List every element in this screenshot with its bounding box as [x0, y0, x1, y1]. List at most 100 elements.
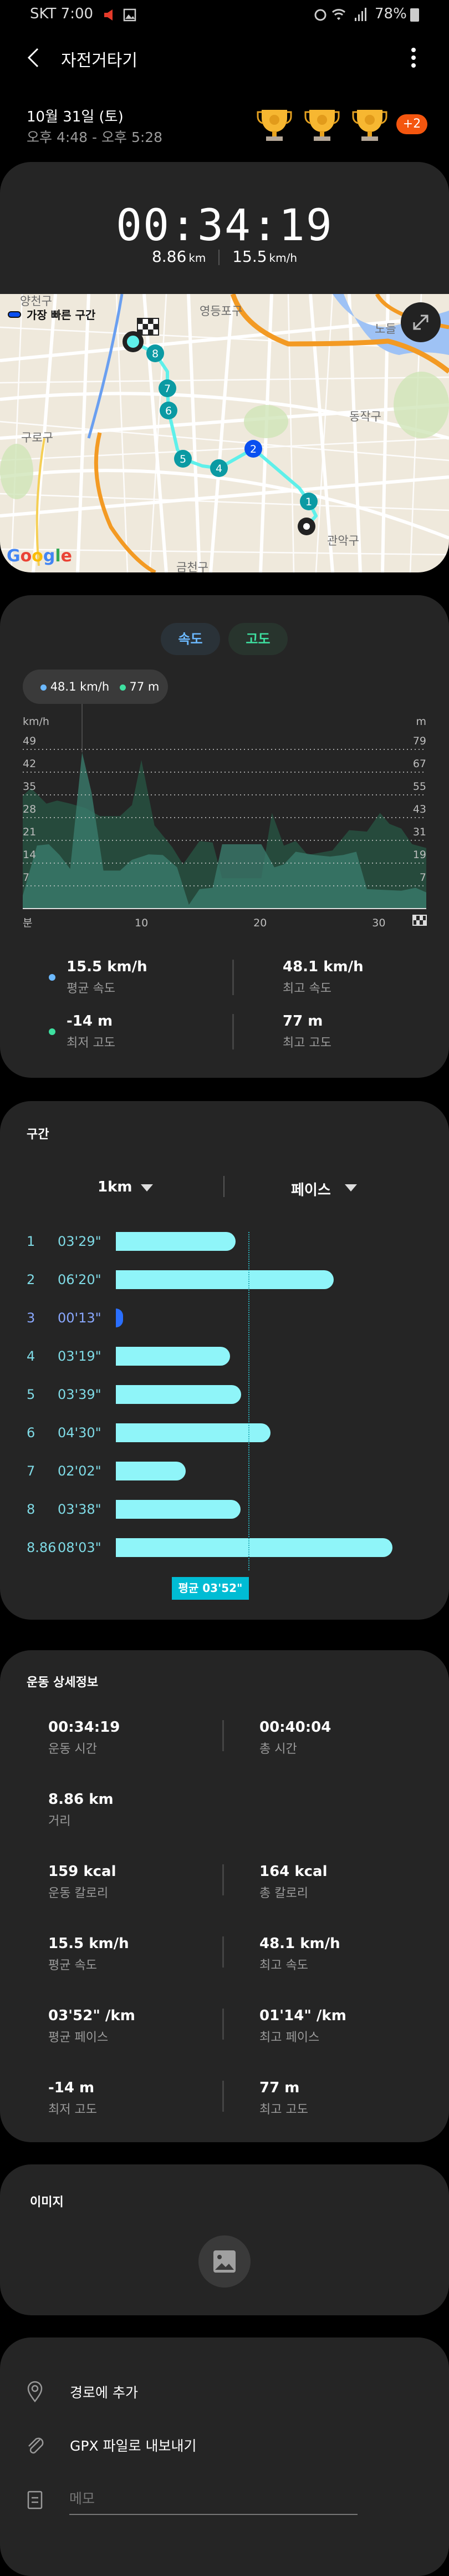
splits-card: 구간 1km 페이스 1 03'29" 2 06'20" 3 00'13" 4 03'19" 5…: [0, 1101, 449, 1620]
add-to-route-label: 경로에 추가: [70, 2385, 138, 2401]
x-tick: 30: [372, 917, 385, 929]
divider: [222, 1936, 224, 1968]
gallery-icon: [123, 8, 136, 22]
split-row[interactable]: 5 03'39": [0, 1385, 449, 1404]
chart-stat-label: 최저 고도: [67, 1036, 115, 1050]
split-row[interactable]: 3 00'13": [0, 1309, 449, 1327]
summary-distance: 8.86: [151, 247, 187, 266]
tab-speed-label: 속도: [178, 631, 203, 647]
divider: [232, 960, 234, 995]
split-bar: [116, 1538, 392, 1557]
export-gpx-button[interactable]: GPX 파일로 내보내기: [22, 2431, 366, 2460]
add-image-button[interactable]: [198, 2235, 251, 2288]
split-row[interactable]: 1 03'29": [0, 1232, 449, 1251]
route-marker-1[interactable]: 1: [300, 493, 318, 510]
road-trophy-icon[interactable]: [256, 107, 293, 143]
route-marker-7[interactable]: 7: [159, 379, 176, 397]
expand-map-button[interactable]: [401, 302, 441, 342]
split-bar: [116, 1385, 242, 1404]
wifi-icon: [331, 9, 346, 21]
detail-label: 평균 속도: [48, 1959, 97, 1972]
split-bar: [116, 1347, 230, 1366]
detail-label: 총 칼로리: [259, 1887, 308, 1900]
chart-stat-value: -14 m: [67, 1013, 113, 1030]
memo-input[interactable]: [69, 2483, 358, 2515]
summary-card: 00:34:19 8.86 km 15.5 km/h 1 2 4 5 6 7 8: [0, 162, 449, 572]
finish-flag-icon[interactable]: [123, 318, 159, 352]
details-card: 운동 상세정보 00:34:19 운동 시간 00:40:04 총 시간 8.86 km…: [0, 1650, 449, 2142]
altitude-dot: [49, 1028, 55, 1035]
more-trophies-badge[interactable]: +2: [396, 114, 427, 134]
route-marker-6[interactable]: 6: [160, 402, 177, 419]
altitude-dot: [119, 684, 126, 691]
split-row[interactable]: 8 03'38": [0, 1500, 449, 1519]
map-parks: [0, 372, 449, 499]
image-icon: [213, 2250, 236, 2273]
add-to-route-button[interactable]: 경로에 추가: [22, 2377, 366, 2406]
split-bar: [116, 1309, 124, 1327]
y-left-tick: 21: [23, 826, 36, 838]
route-marker-8[interactable]: 8: [146, 344, 164, 362]
split-bar: [116, 1423, 271, 1442]
split-bar: [116, 1270, 334, 1289]
speed-altitude-chart[interactable]: km/h m 49 79 42 67 35 55 28 43 21 31 14 19 7 7 분 10 20 30: [0, 704, 449, 937]
y-left-tick: 14: [23, 849, 36, 861]
map-label: 양천구: [20, 295, 52, 308]
route-marker-5[interactable]: 5: [174, 450, 192, 468]
split-row[interactable]: 2 06'20": [0, 1270, 449, 1289]
divider: [222, 1864, 224, 1895]
summary-stats: 8.86 km 15.5 km/h: [0, 247, 449, 266]
chart-stat-value: 77 m: [283, 1013, 323, 1030]
route-marker-2[interactable]: 2: [244, 440, 262, 458]
back-button[interactable]: [24, 47, 43, 69]
chart-card: 속도 고도 48.1 km/h 77 m km/h m 49 79 42 67 35 55 28…: [0, 595, 449, 1078]
speed-area: [23, 752, 426, 909]
detail-label: 총 시간: [259, 1742, 297, 1756]
map-roads: [0, 294, 449, 572]
route-marker-4[interactable]: 4: [210, 459, 228, 477]
battery-percent: 78%: [375, 6, 407, 22]
split-bar: [116, 1500, 241, 1519]
session-date: 10월 31일 (토): [27, 109, 124, 125]
y-right-tick: 67: [413, 758, 426, 770]
start-marker[interactable]: [298, 518, 315, 535]
alarm-icon: [314, 9, 326, 21]
detail-label: 운동 시간: [48, 1742, 97, 1756]
split-row[interactable]: 8.86 08'03": [0, 1538, 449, 1557]
tab-altitude[interactable]: 고도: [228, 623, 288, 655]
route-trophy-icon[interactable]: [304, 107, 340, 143]
split-pace: 03'19": [58, 1348, 101, 1364]
route-map[interactable]: 1 2 4 5 6 7 8 양천구 영등포구 노들 동작구 구로구 관악구 금천구 가장 빠른 구간 G…: [0, 294, 449, 572]
stopwatch-trophy-icon[interactable]: [351, 107, 388, 143]
split-pace: 03'38": [58, 1502, 101, 1517]
tooltip-speed: 48.1 km/h: [50, 680, 110, 693]
split-row[interactable]: 4 03'19": [0, 1347, 449, 1366]
y-right-tick: 43: [413, 803, 426, 815]
chart-stat-label: 최고 고도: [283, 1036, 331, 1050]
y-right-axis-label: m: [416, 716, 426, 728]
unit-dropdown[interactable]: 1km: [83, 1178, 161, 1200]
metric-dropdown[interactable]: 페이스: [283, 1178, 366, 1200]
map-highway: [230, 294, 449, 374]
average-pace-label: 평균 03'52": [172, 1577, 249, 1600]
split-row[interactable]: 6 04'30": [0, 1423, 449, 1442]
tab-speed[interactable]: 속도: [161, 623, 220, 655]
split-pace: 06'20": [58, 1272, 101, 1287]
summary-speed-unit: km/h: [269, 251, 298, 265]
split-bar: [116, 1462, 186, 1480]
more-options-button[interactable]: [407, 47, 420, 69]
y-left-axis-label: km/h: [23, 716, 49, 728]
divider: [222, 1720, 224, 1751]
split-row[interactable]: 7 02'02": [0, 1462, 449, 1480]
finish-flag-icon: [412, 915, 427, 926]
caret-down-icon: [141, 1184, 153, 1191]
map-label: 동작구: [349, 410, 381, 423]
summary-distance-unit: km: [188, 251, 206, 265]
split-pace: 04'30": [58, 1425, 101, 1441]
trophy-list[interactable]: [256, 107, 433, 143]
tooltip-altitude: 77 m: [129, 680, 160, 693]
map-label: 구로구: [21, 431, 53, 444]
details-title: 운동 상세정보: [27, 1676, 99, 1690]
